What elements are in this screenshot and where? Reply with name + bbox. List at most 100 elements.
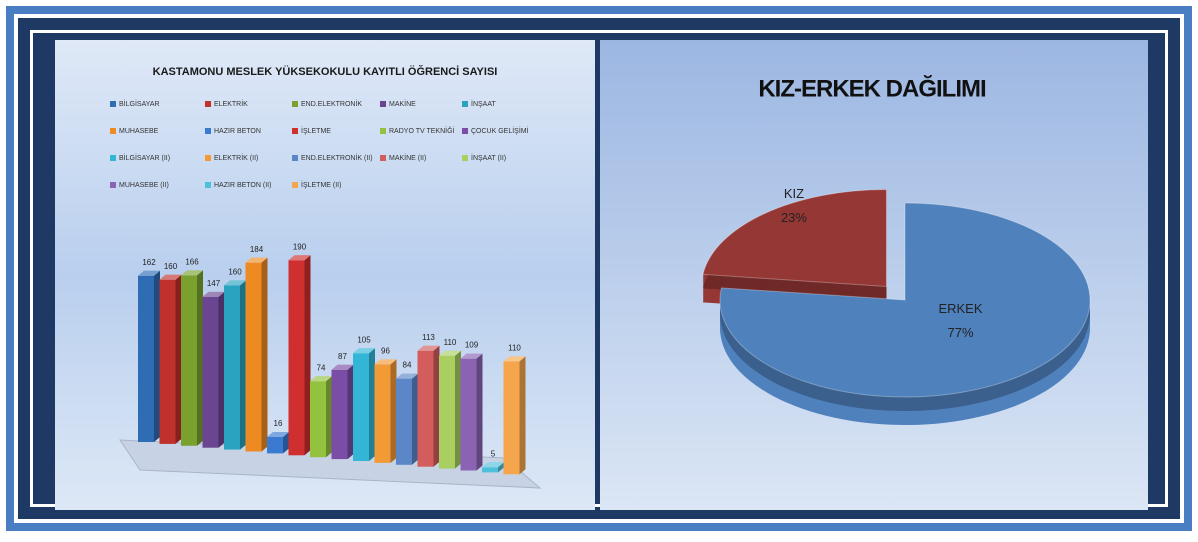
bar [202,291,225,448]
bar-side [476,353,483,471]
legend-swatch [205,155,211,161]
bar-side [390,359,397,463]
bar-front [396,378,412,465]
bar-front [374,364,391,463]
data-label: 5 [491,449,496,458]
bar [503,356,526,475]
data-label: 74 [317,363,326,372]
bar-side-shade [412,373,418,465]
bar-top-light [503,356,526,362]
data-label: 190 [293,242,307,251]
bar [374,359,397,463]
bar-side [519,356,526,475]
bar-top [202,291,225,297]
legend-label: ELEKTRİK [214,99,248,108]
bar-top-light [353,348,375,354]
bar-top-light [288,255,311,261]
bar-front [288,260,305,456]
bar-front [353,353,369,461]
legend-swatch [110,128,116,134]
bar-side-shade [519,356,526,475]
bar-front [310,381,326,458]
legend-swatch [110,155,116,161]
pie-slice [719,202,1091,425]
bar-side-shade [347,364,354,460]
data-label: 184 [250,245,264,254]
bar-top [503,356,526,362]
legend-swatch [110,101,116,107]
bar-front [417,350,434,467]
slice-top [719,202,1091,398]
bar-side [154,270,160,442]
bar-top [417,345,440,351]
bar-side-shade [498,462,504,473]
bar-side-shade [218,291,225,448]
bar [181,270,203,446]
bar-side [261,257,268,452]
bar-side [326,376,332,458]
bar-side [369,348,375,461]
legend-swatch [205,101,211,107]
bar [138,270,160,442]
bar-side [197,270,203,446]
legend-label: ELEKTRİK (II) [214,153,258,162]
bar-top [353,348,375,354]
bar-front [267,436,283,454]
slice-value: 77% [947,325,973,340]
pie-slice [702,188,887,315]
bar-top [460,353,483,359]
bar [417,345,440,467]
bar-top-light [202,291,225,297]
bar-top-light [482,462,504,468]
bar [310,376,332,458]
bar-front [331,369,348,460]
legend-label: BİLGİSAYAR [119,99,160,108]
bar [439,350,461,469]
legend-label: MAKİNE (II) [389,153,426,162]
data-label: 147 [207,279,221,288]
bar-top [396,373,418,379]
bar [353,348,375,461]
bar [159,274,182,444]
legend-label: END.ELEKTRONİK [301,99,362,108]
slice-top [702,188,887,288]
pie-chart: KIZ 23% ERKEK 77% [702,186,1091,425]
data-label: 160 [164,262,178,271]
bar-top-light [310,376,332,382]
bar-side-shade [175,274,182,444]
bar [224,280,246,450]
bar-top-light [159,274,182,280]
bar-side-shade [326,376,332,458]
bar-front [224,285,240,450]
bar-top-light [396,373,418,379]
bar-top [288,255,311,261]
bar-side [455,350,461,469]
bar [396,373,418,465]
bar [288,255,311,456]
bar-side-shade [240,280,246,450]
legend-swatch [292,101,298,107]
legend-label: RADYO TV TEKNİĞİ [389,126,455,135]
bar-side [240,280,246,450]
bar-side [175,274,182,444]
bar-top [482,462,504,468]
data-label: 166 [185,258,199,267]
bar-top [224,280,246,286]
bar-side-shade [304,255,311,456]
legend-swatch [462,128,468,134]
bar-top [310,376,332,382]
bar-side [347,364,354,460]
legend-swatch [292,128,298,134]
pie-title: KIZ-ERKEK DAĞILIMI [758,74,986,102]
bar-side-shade [197,270,203,446]
bar-front [439,355,455,469]
legend-swatch [205,128,211,134]
bar-side-shade [154,270,160,442]
legend-swatch [292,182,298,188]
slice-category: KIZ [784,186,804,201]
bar-chart: BİLGİSAYAR ELEKTRİK END.ELEKTRONİK MAKİNE İN… [110,99,529,475]
bar-top-light [224,280,246,286]
bar-front [138,275,154,442]
legend-swatch [292,155,298,161]
